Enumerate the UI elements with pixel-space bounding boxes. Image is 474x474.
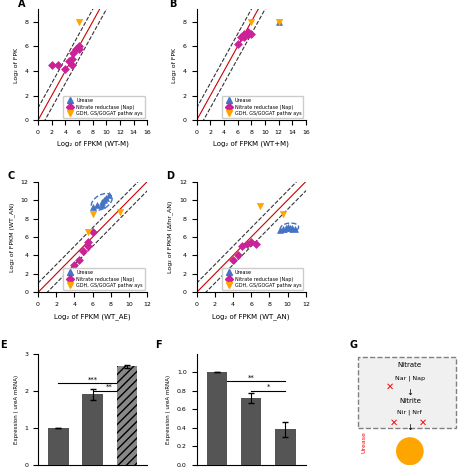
Text: Nar | Nap: Nar | Nap: [395, 375, 425, 381]
Text: ✕: ✕: [386, 382, 394, 392]
Point: [279, 225, 287, 232]
Point: [275, 18, 283, 26]
Text: ***: ***: [88, 376, 98, 382]
Point: [68, 55, 76, 63]
Legend: Urease, Nitrate reductase (Nap), GDH, GS/GOGAT pathw ays: Urease, Nitrate reductase (Nap), GDH, GS…: [222, 96, 303, 118]
Point: [89, 204, 96, 211]
Legend: Urease, Nitrate reductase (Nap), GDH, GS/GOGAT pathw ays: Urease, Nitrate reductase (Nap), GDH, GS…: [63, 268, 145, 290]
Point: [84, 228, 92, 236]
Point: [241, 33, 248, 40]
Y-axis label: Expression ( ureA mRNA): Expression ( ureA mRNA): [14, 374, 18, 444]
X-axis label: Log₂ of FPKM (WT-M): Log₂ of FPKM (WT-M): [57, 141, 128, 147]
Text: ↓: ↓: [406, 423, 413, 432]
Point: [98, 201, 106, 209]
Point: [234, 40, 241, 48]
Bar: [117, 366, 137, 465]
X-axis label: Log₂ of FPKM (WT_AN): Log₂ of FPKM (WT_AN): [212, 313, 290, 319]
Text: **: **: [106, 383, 113, 390]
Bar: [82, 394, 103, 465]
Point: [102, 194, 110, 202]
Text: F: F: [155, 340, 162, 350]
Point: [89, 210, 96, 218]
Point: [62, 65, 69, 73]
Point: [237, 33, 245, 40]
Point: [100, 196, 107, 204]
Bar: [275, 429, 296, 465]
Point: [277, 226, 284, 233]
Point: [243, 241, 250, 248]
Text: ✕: ✕: [389, 417, 398, 428]
Text: Urease: Urease: [361, 431, 366, 453]
Point: [279, 210, 287, 218]
Bar: [48, 428, 69, 465]
Point: [116, 208, 124, 216]
Point: [75, 18, 83, 26]
Y-axis label: Expression ( ureA mRNA): Expression ( ureA mRNA): [166, 374, 172, 444]
X-axis label: Log₂ of FPKM (WT+M): Log₂ of FPKM (WT+M): [213, 141, 289, 147]
Point: [105, 191, 113, 199]
Text: A: A: [18, 0, 26, 9]
Point: [244, 28, 252, 36]
Text: Nir | Nrf: Nir | Nrf: [398, 410, 422, 415]
Text: **: **: [248, 374, 255, 381]
Text: C: C: [7, 171, 15, 181]
Text: B: B: [169, 0, 176, 9]
Point: [289, 224, 296, 231]
Point: [247, 238, 255, 246]
Text: ↓: ↓: [406, 388, 413, 397]
Point: [65, 57, 73, 65]
Legend: Urease, Nitrate reductase (Nap), GDH, GS/GOGAT pathw ays: Urease, Nitrate reductase (Nap), GDH, GS…: [63, 96, 145, 118]
Text: Nitrate: Nitrate: [398, 362, 422, 368]
Point: [48, 61, 55, 69]
Point: [70, 49, 77, 56]
Point: [247, 30, 255, 38]
Point: [84, 238, 92, 246]
Point: [93, 201, 101, 209]
Bar: [207, 372, 228, 465]
Point: [275, 18, 283, 26]
Point: [284, 223, 292, 231]
Point: [238, 243, 246, 250]
Point: [75, 43, 83, 50]
Point: [71, 261, 78, 269]
Point: [75, 256, 83, 264]
Point: [256, 203, 264, 210]
Y-axis label: Log₂ of FPK: Log₂ of FPK: [172, 47, 177, 82]
Text: E: E: [0, 340, 6, 350]
Point: [241, 30, 248, 38]
Point: [244, 30, 252, 38]
Point: [291, 225, 299, 232]
Point: [89, 228, 96, 236]
Point: [282, 224, 290, 231]
Circle shape: [397, 438, 423, 465]
Text: *: *: [266, 383, 270, 390]
Point: [252, 241, 260, 248]
Point: [286, 224, 293, 231]
Point: [247, 18, 255, 26]
Point: [84, 243, 92, 250]
Point: [229, 256, 237, 264]
Point: [80, 247, 87, 255]
Legend: Urease, Nitrate reductase (Nap), GDH, GS/GOGAT pathw ays: Urease, Nitrate reductase (Nap), GDH, GS…: [222, 268, 303, 290]
Bar: [241, 398, 262, 465]
Y-axis label: Log₂ of FPKM (Δfnr_AN): Log₂ of FPKM (Δfnr_AN): [168, 201, 173, 273]
FancyBboxPatch shape: [358, 357, 456, 428]
Text: G: G: [350, 340, 358, 350]
X-axis label: Log₂ of FPKM (WT_AE): Log₂ of FPKM (WT_AE): [55, 313, 131, 319]
Point: [98, 198, 106, 206]
Point: [72, 45, 79, 53]
Text: ✕: ✕: [419, 417, 427, 428]
Text: Nitrite: Nitrite: [399, 398, 421, 404]
Text: D: D: [166, 171, 174, 181]
Point: [55, 61, 62, 69]
Y-axis label: Log₂ of FPKM (WT_AN): Log₂ of FPKM (WT_AN): [9, 202, 15, 272]
Point: [75, 45, 83, 53]
Y-axis label: Log₂ of FPK: Log₂ of FPK: [14, 47, 18, 82]
Point: [234, 252, 241, 259]
Point: [68, 61, 76, 69]
